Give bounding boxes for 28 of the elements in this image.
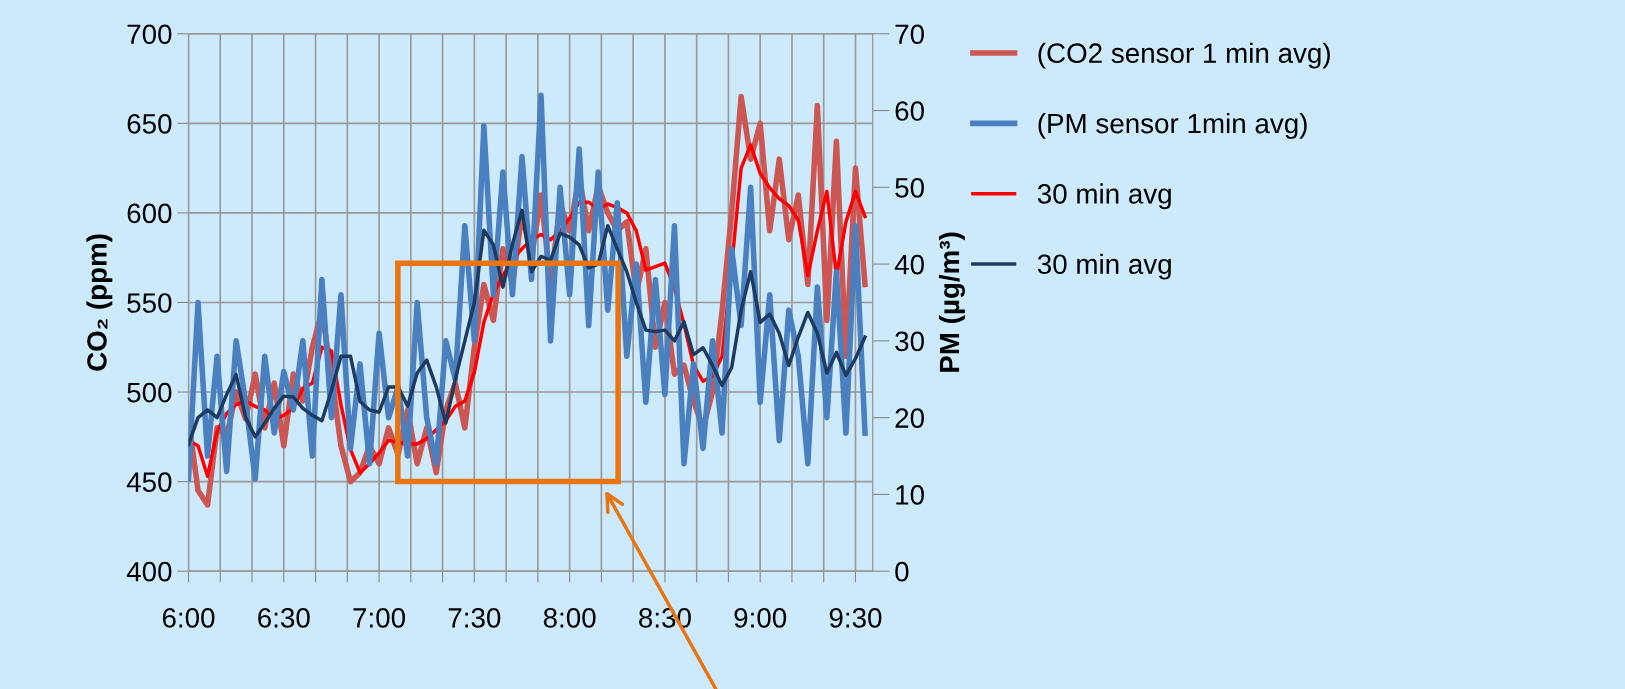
y2-tick-label: 10 [896,485,924,505]
x-tick-label: 8:00 [543,608,596,628]
x-tick-label: 6:00 [162,608,215,628]
y2-tick-label: 20 [895,408,924,428]
x-tick-label: 9:30 [829,608,882,628]
y-tick-label: 450 [126,472,172,492]
y2-tick-label: 70 [895,24,924,45]
legend-label: (CO2 sensor 1 min avg) [1038,42,1330,69]
y-tick-label: 700 [127,24,172,45]
y2-tick-label: 60 [895,101,924,121]
x-tick-label: 7:30 [448,608,501,628]
y-tick-label: 500 [127,382,172,403]
y2-tick-label: 50 [895,177,924,198]
legend-label: 30 min avg [1037,253,1171,280]
x-tick-label: 7:00 [353,608,406,628]
y-tick-label: 600 [127,203,172,224]
y-tick-label: 650 [127,114,172,134]
y-tick-label: 400 [126,561,172,582]
y2-tick-label: 0 [895,561,909,582]
y2-axis-title: PM (µg/m³) [938,232,965,372]
legend-label: (PM sensor 1min avg) [1038,112,1307,139]
y-axis-title: CO₂ (ppm) [86,234,113,371]
y2-tick-label: 40 [894,254,924,275]
y-tick-label: 550 [127,293,172,313]
legend-label: 30 min avg [1037,183,1171,210]
x-tick-label: 9:00 [734,608,787,628]
y2-tick-label: 30 [895,331,924,352]
x-tick-label: 6:30 [258,608,310,628]
